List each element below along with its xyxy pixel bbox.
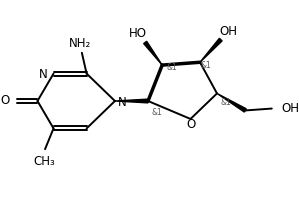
Polygon shape — [144, 41, 162, 65]
Text: N: N — [39, 68, 48, 81]
Text: OH: OH — [281, 102, 299, 115]
Text: NH₂: NH₂ — [69, 37, 91, 50]
Text: &1: &1 — [201, 61, 212, 70]
Text: &1: &1 — [167, 63, 178, 73]
Text: N: N — [118, 96, 126, 109]
Polygon shape — [115, 99, 148, 103]
Polygon shape — [217, 94, 246, 112]
Text: OH: OH — [219, 25, 237, 38]
Text: HO: HO — [129, 27, 147, 40]
Text: &1: &1 — [221, 98, 231, 107]
Polygon shape — [200, 38, 222, 62]
Text: &1: &1 — [152, 108, 163, 117]
Text: O: O — [187, 118, 196, 131]
Text: O: O — [1, 95, 10, 107]
Text: CH₃: CH₃ — [33, 155, 55, 168]
